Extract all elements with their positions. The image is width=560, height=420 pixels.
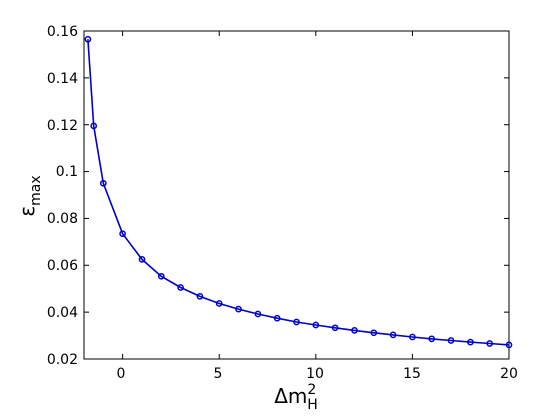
data-point [312, 321, 320, 329]
data-point [157, 272, 165, 280]
x-tick-labels: 0 5 10 15 20 [117, 366, 518, 382]
data-point [119, 230, 126, 238]
data-point [351, 327, 358, 334]
x-tick-label: 15 [403, 366, 421, 382]
y-axis-label-base: ε [15, 206, 39, 217]
x-tick-label: 20 [500, 366, 518, 382]
y-tick-label: 0.08 [47, 211, 78, 227]
data-point [215, 300, 223, 307]
data-point [235, 305, 242, 313]
data-point [409, 333, 416, 341]
data-point [486, 340, 494, 347]
data-point [505, 341, 513, 349]
y-tick-label: 0.02 [47, 352, 78, 368]
tick-marks [84, 30, 510, 360]
x-tick-label: 5 [214, 366, 223, 382]
y-axis-label-sub: max [28, 175, 44, 206]
x-axis-label: Δm2 H [274, 382, 318, 413]
x-axis-label-sub: H [307, 397, 318, 413]
data-point [84, 35, 92, 43]
x-axis-label-sup: 2 [307, 382, 316, 398]
y-tick-label: 0.06 [47, 258, 78, 274]
data-point [293, 318, 300, 326]
data-point [254, 310, 262, 318]
data-point [428, 335, 436, 343]
data-point [177, 284, 184, 291]
y-tick-label: 0.1 [56, 164, 78, 180]
data-point [99, 179, 107, 187]
y-tick-label: 0.16 [47, 24, 78, 40]
y-tick-label: 0.12 [47, 118, 78, 134]
data-point [196, 293, 204, 300]
y-tick-label: 0.14 [47, 71, 78, 87]
x-tick-label: 0 [117, 366, 126, 382]
data-point [138, 256, 146, 263]
data-point [370, 329, 378, 337]
x-axis-label-base: Δm [274, 384, 307, 408]
series-group [84, 35, 513, 349]
data-point [467, 338, 474, 346]
data-point [90, 122, 98, 130]
data-point [447, 337, 455, 344]
y-axis-label: εmax [15, 175, 44, 216]
data-point [273, 314, 281, 322]
data-point [331, 324, 339, 332]
y-tick-label: 0.04 [47, 305, 78, 321]
plot-area [83, 30, 510, 360]
data-point [389, 331, 397, 339]
y-tick-labels: 0.02 0.04 0.06 0.08 0.1 0.12 0.14 0.16 [47, 24, 78, 368]
x-tick-label: 10 [306, 366, 324, 382]
